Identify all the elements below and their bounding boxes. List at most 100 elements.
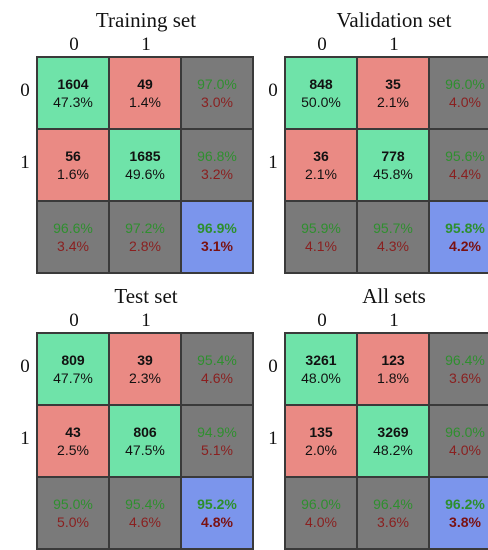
matrix-cell-wrong: 39 2.3% bbox=[110, 334, 180, 404]
matrix-cell-correct: 809 47.7% bbox=[38, 334, 108, 404]
col-label: 1 bbox=[141, 310, 151, 331]
panel-title-test: Test set bbox=[114, 284, 178, 308]
matrix-cell-correct: 778 45.8% bbox=[358, 130, 428, 200]
matrix-grid: 848 50.0% 35 2.1% 96.0% 4.0% 36 2.1% 778 45.8% 95.… bbox=[284, 56, 488, 274]
cell-primary-value: 56 bbox=[65, 148, 81, 164]
cell-primary-value: 96.2% bbox=[445, 496, 485, 512]
matrix-cell-summary: 95.4% 4.6% bbox=[110, 478, 180, 548]
matrix-grid: 809 47.7% 39 2.3% 95.4% 4.6% 43 2.5% 806 47.5% 94.… bbox=[36, 332, 254, 550]
matrix-cell-summary: 96.4% 3.6% bbox=[358, 478, 428, 548]
cell-secondary-value: 1.4% bbox=[129, 94, 161, 110]
matrix-cell-wrong: 36 2.1% bbox=[286, 130, 356, 200]
matrix-cell-summary: 94.9% 5.1% bbox=[182, 406, 252, 476]
cell-primary-value: 96.9% bbox=[197, 220, 237, 236]
cell-secondary-value: 5.1% bbox=[201, 442, 233, 458]
cell-primary-value: 95.7% bbox=[373, 220, 413, 236]
row-label: 1 bbox=[20, 152, 30, 173]
matrix-cell-correct: 1604 47.3% bbox=[38, 58, 108, 128]
cell-secondary-value: 4.6% bbox=[201, 370, 233, 386]
panel-test: Test set 0 1 0 1 809 47.7% 39 2.3% 95.4% 4.6% 43 2.5… bbox=[16, 284, 254, 550]
matrix-cell-summary: 96.8% 3.2% bbox=[182, 130, 252, 200]
cell-primary-value: 96.6% bbox=[53, 220, 93, 236]
cell-primary-value: 95.6% bbox=[445, 148, 485, 164]
cell-primary-value: 95.9% bbox=[301, 220, 341, 236]
row-label: 0 bbox=[20, 356, 30, 377]
matrix-cell-wrong: 35 2.1% bbox=[358, 58, 428, 128]
matrix-cell-wrong: 43 2.5% bbox=[38, 406, 108, 476]
matrix-cell-correct: 848 50.0% bbox=[286, 58, 356, 128]
panel-title-training: Training set bbox=[95, 8, 197, 32]
matrix-grid: 3261 48.0% 123 1.8% 96.4% 3.6% 135 2.0% 3269 48.2… bbox=[284, 332, 488, 550]
panel-title-validation: Validation set bbox=[336, 8, 452, 32]
matrix-grid: 1604 47.3% 49 1.4% 97.0% 3.0% 56 1.6% 1685 49.6% 9… bbox=[36, 56, 254, 274]
cell-secondary-value: 4.0% bbox=[305, 514, 337, 530]
cell-secondary-value: 4.8% bbox=[201, 514, 233, 530]
panel-title-all: All sets bbox=[362, 284, 426, 308]
matrix-cell-summary: 96.0% 4.0% bbox=[430, 406, 488, 476]
col-label: 1 bbox=[389, 310, 399, 331]
cell-primary-value: 95.4% bbox=[197, 352, 237, 368]
cell-secondary-value: 4.1% bbox=[305, 238, 337, 254]
matrix-cell-summary: 95.0% 5.0% bbox=[38, 478, 108, 548]
cell-secondary-value: 1.6% bbox=[57, 166, 89, 182]
matrix-cell-overall: 95.8% 4.2% bbox=[430, 202, 488, 272]
cell-primary-value: 94.9% bbox=[197, 424, 237, 440]
col-label: 0 bbox=[317, 34, 327, 55]
cell-secondary-value: 3.6% bbox=[449, 370, 481, 386]
matrix-cell-summary: 95.6% 4.4% bbox=[430, 130, 488, 200]
cell-primary-value: 3261 bbox=[305, 352, 337, 368]
matrix-cell-summary: 97.2% 2.8% bbox=[110, 202, 180, 272]
cell-secondary-value: 3.0% bbox=[201, 94, 233, 110]
matrix-cell-summary: 96.6% 3.4% bbox=[38, 202, 108, 272]
cell-primary-value: 806 bbox=[133, 424, 157, 440]
cell-primary-value: 95.0% bbox=[53, 496, 93, 512]
cell-primary-value: 778 bbox=[381, 148, 405, 164]
cell-primary-value: 848 bbox=[309, 76, 333, 92]
cell-primary-value: 97.2% bbox=[125, 220, 165, 236]
col-label: 0 bbox=[69, 34, 79, 55]
matrix-cell-wrong: 123 1.8% bbox=[358, 334, 428, 404]
matrix-cell-summary: 95.9% 4.1% bbox=[286, 202, 356, 272]
cell-primary-value: 123 bbox=[381, 352, 405, 368]
cell-secondary-value: 5.0% bbox=[57, 514, 89, 530]
cell-primary-value: 96.0% bbox=[445, 76, 485, 92]
matrix-cell-overall: 96.9% 3.1% bbox=[182, 202, 252, 272]
cell-primary-value: 39 bbox=[137, 352, 153, 368]
cell-primary-value: 3269 bbox=[377, 424, 409, 440]
cell-secondary-value: 45.8% bbox=[373, 166, 413, 182]
cell-secondary-value: 47.3% bbox=[53, 94, 93, 110]
cell-secondary-value: 3.4% bbox=[57, 238, 89, 254]
cell-primary-value: 809 bbox=[61, 352, 85, 368]
cell-secondary-value: 2.5% bbox=[57, 442, 89, 458]
col-label: 1 bbox=[141, 34, 151, 55]
cell-primary-value: 36 bbox=[313, 148, 329, 164]
cell-primary-value: 135 bbox=[309, 424, 333, 440]
matrix-cell-correct: 1685 49.6% bbox=[110, 130, 180, 200]
cell-primary-value: 1604 bbox=[57, 76, 89, 92]
col-label: 0 bbox=[69, 310, 79, 331]
cell-secondary-value: 2.1% bbox=[305, 166, 337, 182]
cell-primary-value: 95.4% bbox=[125, 496, 165, 512]
cell-primary-value: 96.8% bbox=[197, 148, 237, 164]
cell-primary-value: 96.0% bbox=[301, 496, 341, 512]
matrix-cell-overall: 96.2% 3.8% bbox=[430, 478, 488, 548]
row-label: 0 bbox=[268, 80, 278, 101]
cell-primary-value: 35 bbox=[385, 76, 401, 92]
matrix-cell-correct: 3269 48.2% bbox=[358, 406, 428, 476]
cell-secondary-value: 47.5% bbox=[125, 442, 165, 458]
cell-primary-value: 96.4% bbox=[373, 496, 413, 512]
row-label: 0 bbox=[20, 80, 30, 101]
cell-primary-value: 1685 bbox=[129, 148, 161, 164]
cell-secondary-value: 2.3% bbox=[129, 370, 161, 386]
matrix-cell-correct: 806 47.5% bbox=[110, 406, 180, 476]
cell-primary-value: 96.4% bbox=[445, 352, 485, 368]
row-label: 1 bbox=[20, 428, 30, 449]
cell-primary-value: 97.0% bbox=[197, 76, 237, 92]
cell-secondary-value: 50.0% bbox=[301, 94, 341, 110]
cell-secondary-value: 48.0% bbox=[301, 370, 341, 386]
col-label: 0 bbox=[317, 310, 327, 331]
matrix-cell-summary: 96.0% 4.0% bbox=[286, 478, 356, 548]
cell-secondary-value: 3.8% bbox=[449, 514, 481, 530]
cell-secondary-value: 47.7% bbox=[53, 370, 93, 386]
cell-secondary-value: 2.0% bbox=[305, 442, 337, 458]
